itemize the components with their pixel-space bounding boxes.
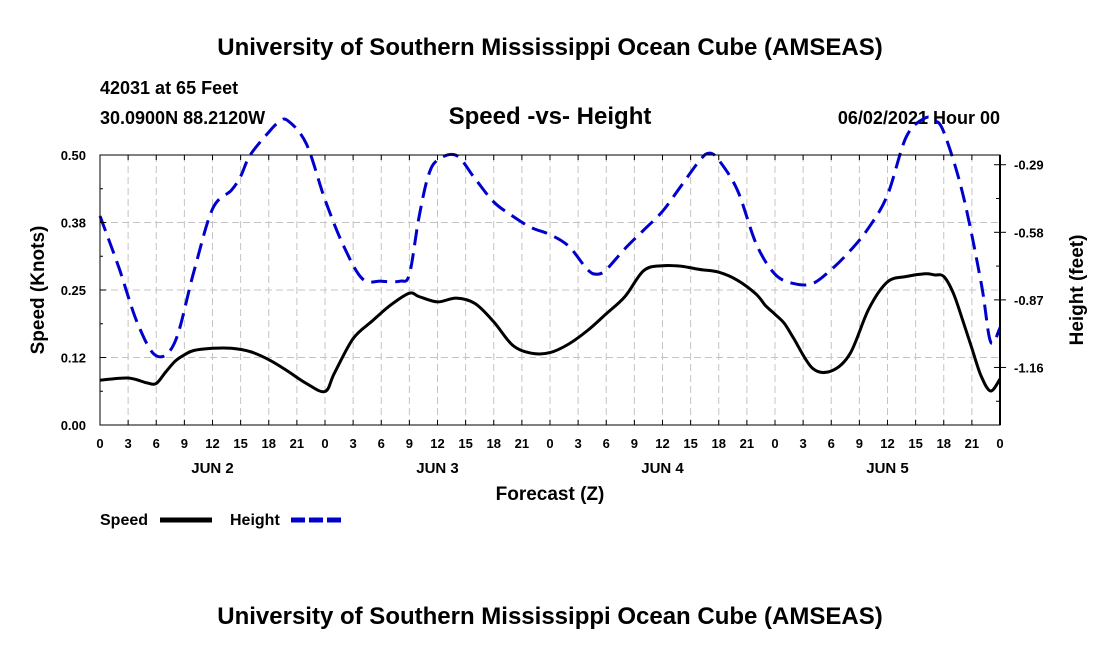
x-tick-label: 18	[937, 436, 951, 451]
legend-speed-label: Speed	[100, 512, 148, 529]
x-tick-label: 12	[205, 436, 219, 451]
day-label: JUN 5	[866, 460, 909, 477]
y-tick-label: 0.00	[61, 418, 86, 433]
y2-tick-label: -0.58	[1014, 225, 1044, 240]
chart-title: Speed -vs- Height	[449, 103, 652, 130]
x-tick-label: 9	[181, 436, 188, 451]
x-tick-label: 18	[487, 436, 501, 451]
x-tick-label: 12	[655, 436, 669, 451]
x-tick-label: 12	[430, 436, 444, 451]
day-label: JUN 4	[641, 460, 684, 477]
x-tick-label: 15	[908, 436, 922, 451]
x-tick-label: 9	[406, 436, 413, 451]
x-tick-label: 3	[350, 436, 357, 451]
x-tick-label: 0	[546, 436, 553, 451]
x-tick-label: 0	[771, 436, 778, 451]
station-label: 42031 at 65 Feet	[100, 78, 238, 98]
series-line-speed	[99, 263, 1002, 394]
y2-axis-title: Height (feet)	[1067, 235, 1088, 346]
x-axis-title: Forecast (Z)	[496, 484, 605, 505]
x-tick-label: 21	[515, 436, 529, 451]
y2-tick-label: -0.29	[1014, 158, 1044, 173]
x-tick-label: 15	[683, 436, 697, 451]
y2-axis-ticks: -1.16 -0.87 -0.58 -0.29	[994, 158, 1044, 402]
x-tick-label: 21	[290, 436, 304, 451]
x-tick-label: 9	[631, 436, 638, 451]
coordinates-label: 30.0900N 88.2120W	[100, 108, 265, 128]
y-tick-label: 0.50	[61, 148, 86, 163]
top-title: University of Southern Mississippi Ocean…	[217, 34, 882, 61]
y-tick-label: 0.12	[61, 351, 86, 366]
date-label: 06/02/2021 Hour 00	[838, 108, 1000, 128]
x-tick-label: 3	[575, 436, 582, 451]
x-tick-label: 12	[880, 436, 894, 451]
x-tick-label: 6	[153, 436, 160, 451]
x-tick-label: 6	[378, 436, 385, 451]
y2-tick-label: -1.16	[1014, 360, 1044, 375]
y-tick-label: 0.38	[61, 216, 86, 231]
x-tick-label: 0	[96, 436, 103, 451]
x-tick-label: 15	[233, 436, 247, 451]
series-line-height	[98, 115, 1002, 359]
x-tick-label: 6	[828, 436, 835, 451]
x-tick-label: 15	[458, 436, 472, 451]
x-tick-label: 3	[800, 436, 807, 451]
y-tick-label: 0.25	[61, 283, 86, 298]
legend-height-label: Height	[230, 512, 280, 529]
y-axis-ticks: 0.00 0.12 0.25 0.38 0.50	[61, 148, 106, 433]
x-tick-label: 0	[996, 436, 1003, 451]
grid	[100, 155, 1000, 425]
x-tick-label: 18	[712, 436, 726, 451]
x-tick-label: 3	[125, 436, 132, 451]
x-tick-label: 18	[262, 436, 276, 451]
x-axis-ticks: 0 3 6 9 12 15 18 21 0 3 6 9 12 15 18 21 0 3 6 9 12 15 18 21 0 3 6 9…	[96, 155, 1004, 451]
y-axis-title: Speed (Knots)	[28, 226, 49, 355]
series-lines	[98, 115, 1002, 394]
day-label: JUN 3	[416, 460, 459, 477]
x-tick-label: 0	[321, 436, 328, 451]
day-label: JUN 2	[191, 460, 234, 477]
legend: Speed Height	[100, 512, 343, 529]
day-labels: JUN 2 JUN 3 JUN 4 JUN 5	[191, 460, 909, 477]
x-tick-label: 9	[856, 436, 863, 451]
bottom-title: University of Southern Mississippi Ocean…	[217, 603, 882, 630]
y2-tick-label: -0.87	[1014, 293, 1044, 308]
x-tick-label: 6	[603, 436, 610, 451]
x-tick-label: 21	[965, 436, 979, 451]
x-tick-label: 21	[740, 436, 754, 451]
